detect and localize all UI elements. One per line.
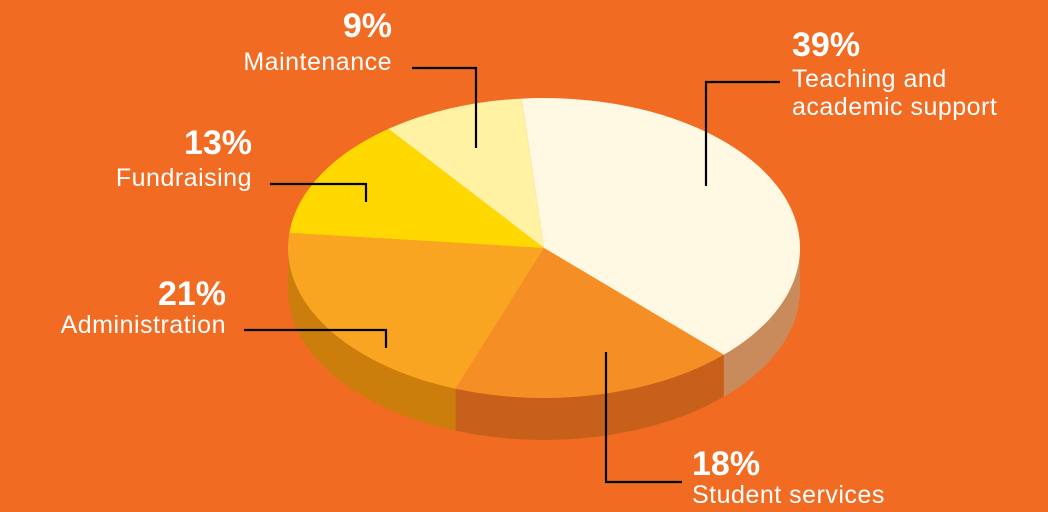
pie-slice-1 (455, 248, 724, 398)
pie-slice-3 (289, 128, 544, 248)
leader-line-3 (270, 182, 368, 202)
slice-percent-4: 9% (343, 7, 392, 45)
pie-side-1-0 (455, 354, 724, 440)
slice-percent-2: 21% (158, 275, 226, 313)
pie-side-2-0 (288, 248, 456, 431)
pie-slice-2 (288, 232, 544, 389)
leader-line-1 (604, 352, 682, 484)
leader-lines (244, 66, 780, 484)
pie-tops (288, 98, 800, 398)
slice-percent-3: 13% (184, 124, 252, 162)
slice-percent-0: 39% (792, 26, 860, 64)
slice-label-1-line-0: Student services (692, 481, 885, 509)
pie-slice-4 (388, 98, 544, 248)
slice-label-0-line-1: academic support (792, 93, 997, 121)
pie-sides (288, 248, 800, 440)
leader-line-4 (412, 66, 478, 148)
slice-percent-1: 18% (692, 445, 760, 483)
slice-label-0-line-0: Teaching and (792, 65, 947, 93)
slice-label-3-line-0: Fundraising (116, 164, 252, 192)
pie-slice-0 (521, 98, 800, 355)
slice-label-2-line-0: Administration (61, 311, 226, 339)
pie-side-0-0 (723, 248, 800, 397)
slice-label-4-line-0: Maintenance (243, 48, 392, 76)
leader-line-0 (704, 80, 780, 186)
leader-line-2 (244, 328, 388, 348)
